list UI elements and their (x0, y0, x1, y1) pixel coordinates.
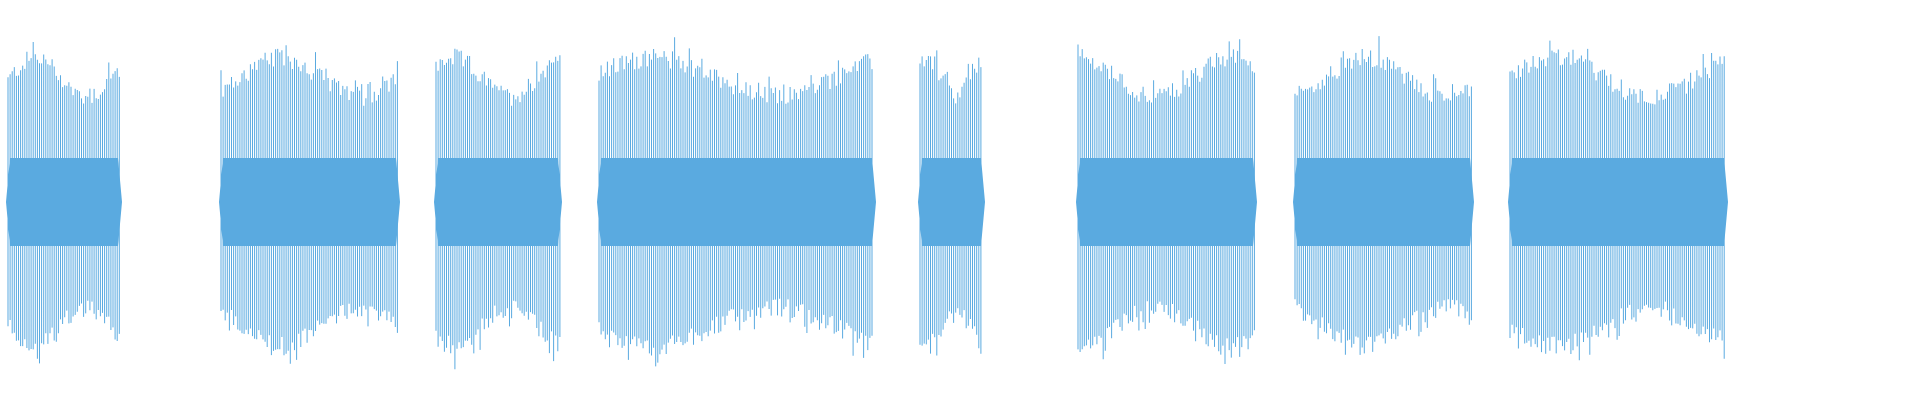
waveform-rms (6, 158, 122, 246)
waveform-rms (1508, 158, 1728, 246)
waveform-rms (918, 158, 985, 246)
waveform-rms (597, 158, 876, 246)
audio-clip (1293, 36, 1474, 355)
audio-clip (597, 37, 876, 367)
audio-clip (918, 50, 985, 356)
waveform-rms (434, 158, 562, 246)
audio-clip (219, 45, 400, 364)
waveform-rms (1293, 158, 1474, 246)
waveform-rms (1076, 158, 1257, 246)
audio-clip (6, 42, 122, 364)
waveform-rms (219, 158, 400, 246)
audio-clip (1508, 40, 1728, 361)
audio-clip (1076, 39, 1257, 364)
audio-clip (434, 48, 562, 370)
